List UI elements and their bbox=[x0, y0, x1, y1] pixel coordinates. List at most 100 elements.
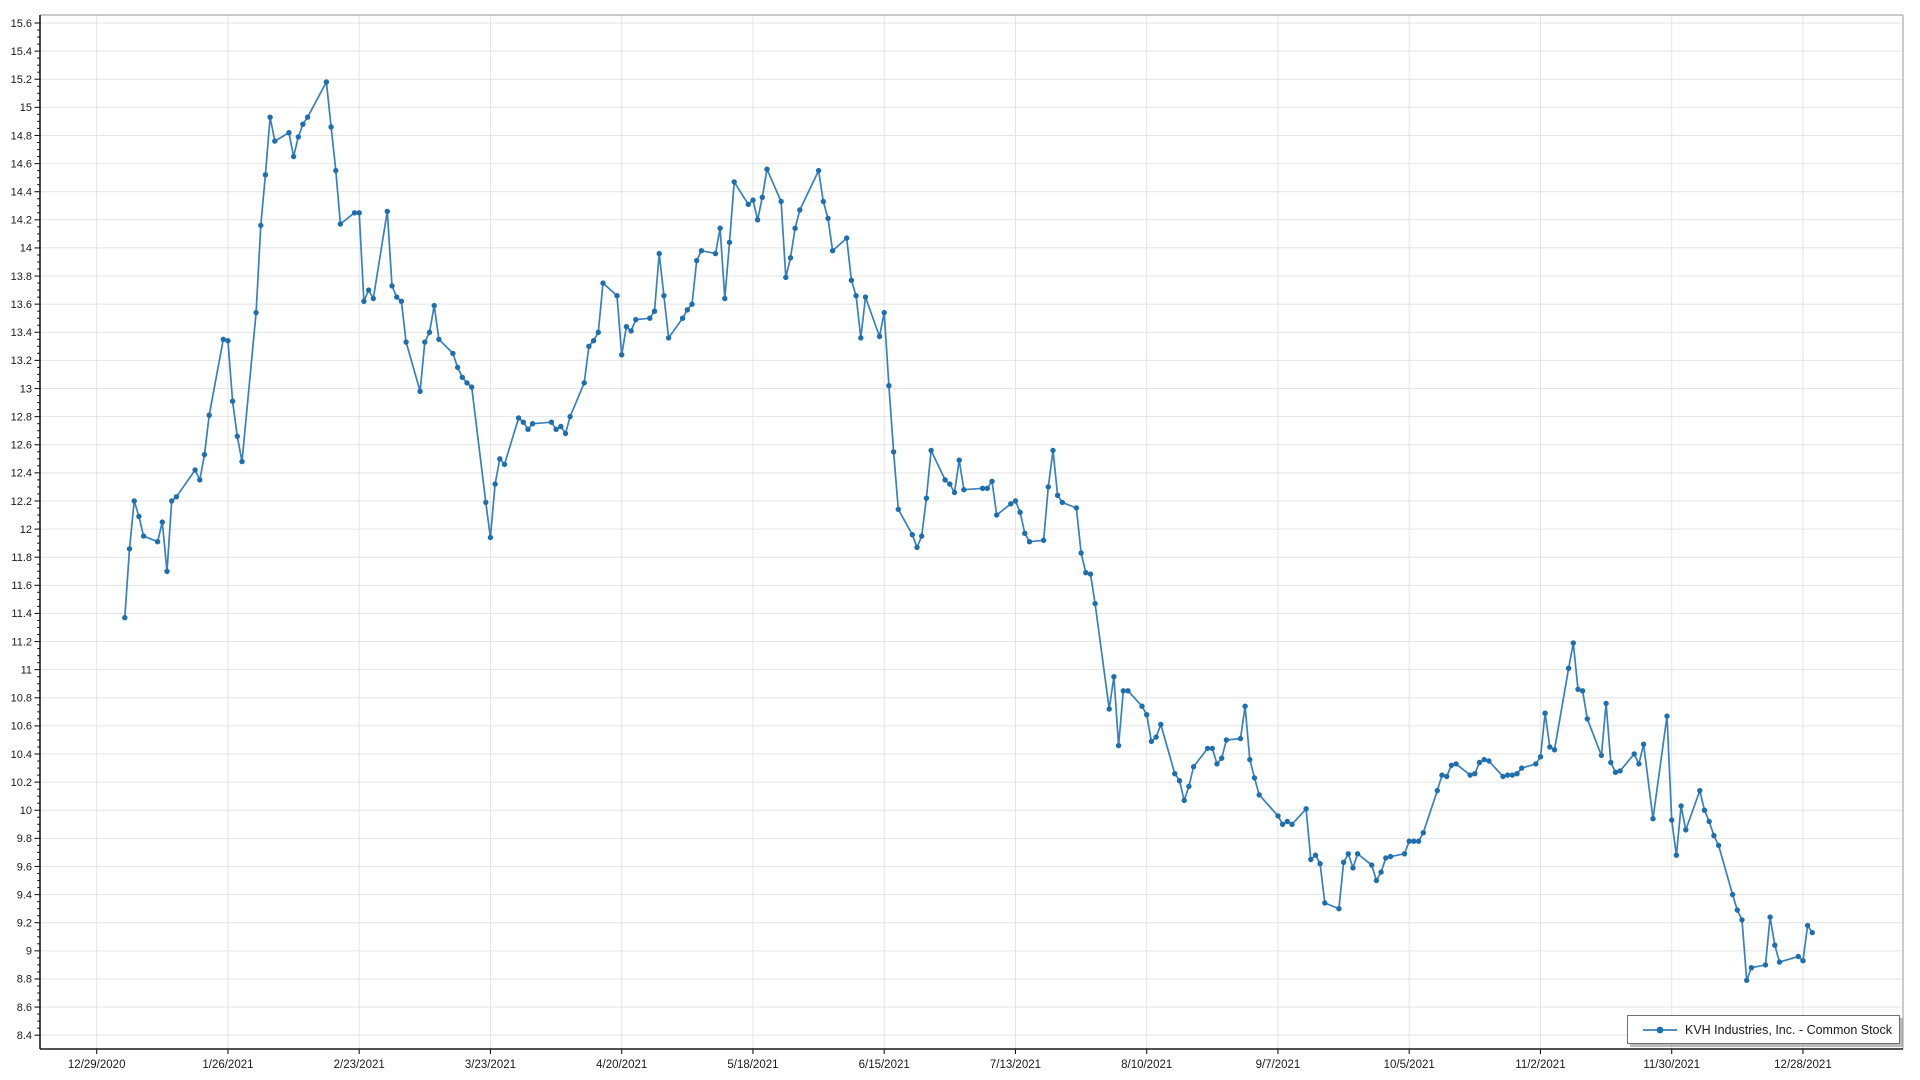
data-point[interactable] bbox=[1739, 917, 1745, 923]
data-point[interactable] bbox=[253, 309, 259, 316]
data-point[interactable] bbox=[1748, 965, 1755, 971]
data-point[interactable] bbox=[1026, 539, 1033, 545]
data-point[interactable] bbox=[136, 513, 142, 520]
data-point[interactable] bbox=[192, 467, 198, 473]
data-point[interactable] bbox=[694, 257, 700, 264]
data-point[interactable] bbox=[1612, 769, 1619, 775]
data-point[interactable] bbox=[1214, 761, 1220, 767]
data-point[interactable] bbox=[956, 457, 962, 463]
data-point[interactable] bbox=[1186, 783, 1192, 789]
data-point[interactable] bbox=[1223, 737, 1230, 743]
data-point[interactable] bbox=[520, 419, 526, 425]
data-point[interactable] bbox=[225, 338, 231, 344]
data-point[interactable] bbox=[1181, 797, 1187, 804]
data-point[interactable] bbox=[862, 294, 869, 300]
data-point[interactable] bbox=[304, 114, 311, 120]
data-point[interactable] bbox=[1322, 900, 1328, 906]
data-point[interactable] bbox=[1664, 713, 1670, 719]
data-point[interactable] bbox=[1711, 832, 1717, 839]
data-point[interactable] bbox=[1683, 827, 1689, 833]
data-point[interactable] bbox=[417, 388, 423, 394]
data-point[interactable] bbox=[169, 498, 175, 504]
data-point[interactable] bbox=[825, 215, 831, 222]
data-point[interactable] bbox=[1209, 745, 1216, 752]
data-point[interactable] bbox=[633, 316, 639, 323]
data-point[interactable] bbox=[1701, 807, 1708, 813]
data-point[interactable] bbox=[501, 461, 508, 468]
data-point[interactable] bbox=[1045, 484, 1052, 490]
data-point[interactable] bbox=[717, 225, 723, 231]
data-point[interactable] bbox=[679, 315, 686, 321]
data-point[interactable] bbox=[1715, 842, 1722, 849]
data-point[interactable] bbox=[1584, 716, 1591, 722]
data-point[interactable] bbox=[1411, 838, 1417, 844]
data-point[interactable] bbox=[1603, 700, 1609, 707]
data-point[interactable] bbox=[1617, 768, 1623, 774]
data-point[interactable] bbox=[651, 308, 658, 314]
data-point[interactable] bbox=[286, 130, 292, 136]
data-point[interactable] bbox=[1176, 778, 1183, 784]
data-point[interactable] bbox=[1059, 499, 1066, 506]
data-point[interactable] bbox=[272, 138, 278, 144]
data-point[interactable] bbox=[1486, 758, 1492, 764]
data-point[interactable] bbox=[483, 499, 489, 506]
data-point[interactable] bbox=[1078, 550, 1084, 556]
data-point[interactable] bbox=[1514, 771, 1520, 777]
data-point[interactable] bbox=[1500, 773, 1506, 780]
data-point[interactable] bbox=[1762, 962, 1769, 968]
data-point[interactable] bbox=[197, 477, 203, 483]
data-point[interactable] bbox=[1190, 764, 1197, 770]
data-point[interactable] bbox=[290, 153, 297, 160]
data-point[interactable] bbox=[1106, 706, 1112, 712]
data-point[interactable] bbox=[1242, 703, 1248, 709]
data-point[interactable] bbox=[1172, 771, 1178, 777]
data-point[interactable] bbox=[403, 339, 409, 345]
data-point[interactable] bbox=[661, 293, 667, 299]
data-point[interactable] bbox=[548, 419, 555, 425]
data-point[interactable] bbox=[947, 481, 953, 487]
data-point[interactable] bbox=[1406, 838, 1412, 844]
data-point[interactable] bbox=[1148, 738, 1155, 745]
data-point[interactable] bbox=[623, 324, 630, 330]
data-point[interactable] bbox=[1120, 688, 1127, 694]
data-point[interactable] bbox=[994, 512, 1000, 518]
data-point[interactable] bbox=[890, 449, 897, 455]
data-point[interactable] bbox=[1378, 869, 1384, 875]
data-point[interactable] bbox=[328, 124, 334, 130]
data-point[interactable] bbox=[239, 458, 245, 465]
data-point[interactable] bbox=[464, 380, 470, 386]
data-point[interactable] bbox=[792, 225, 798, 231]
data-point[interactable] bbox=[1804, 922, 1811, 929]
data-point[interactable] bbox=[173, 494, 180, 500]
data-point[interactable] bbox=[754, 217, 761, 223]
data-point[interactable] bbox=[1434, 787, 1441, 794]
data-point[interactable] bbox=[1575, 686, 1581, 692]
data-point[interactable] bbox=[1144, 712, 1150, 718]
data-point[interactable] bbox=[126, 546, 133, 552]
data-point[interactable] bbox=[1444, 773, 1450, 780]
data-point[interactable] bbox=[356, 210, 362, 216]
data-point[interactable] bbox=[619, 352, 625, 358]
data-point[interactable] bbox=[1673, 852, 1680, 858]
data-point[interactable] bbox=[1551, 747, 1558, 753]
data-point[interactable] bbox=[1734, 907, 1741, 913]
data-point[interactable] bbox=[1336, 906, 1342, 912]
data-point[interactable] bbox=[1219, 755, 1225, 761]
data-point[interactable] bbox=[1153, 734, 1159, 740]
data-point[interactable] bbox=[1115, 742, 1122, 749]
data-point[interactable] bbox=[1012, 498, 1019, 504]
data-point[interactable] bbox=[689, 301, 695, 307]
data-point[interactable] bbox=[497, 456, 503, 462]
data-point[interactable] bbox=[525, 426, 531, 432]
data-point[interactable] bbox=[1022, 530, 1028, 536]
data-point[interactable] bbox=[1729, 891, 1736, 898]
data-point[interactable] bbox=[764, 166, 770, 172]
data-point[interactable] bbox=[1448, 762, 1455, 768]
data-point[interactable] bbox=[262, 172, 269, 178]
data-point[interactable] bbox=[628, 328, 634, 334]
data-point[interactable] bbox=[140, 533, 147, 539]
data-point[interactable] bbox=[1350, 865, 1356, 871]
data-point[interactable] bbox=[1050, 447, 1056, 454]
data-point[interactable] bbox=[431, 302, 437, 309]
